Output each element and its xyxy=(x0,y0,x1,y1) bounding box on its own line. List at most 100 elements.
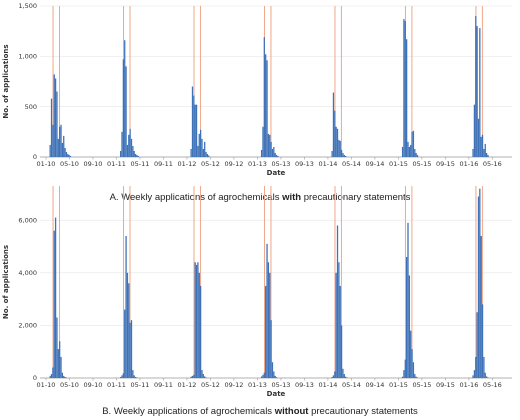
bar xyxy=(50,98,53,157)
panel-b-caption: B. Weekly applications of agrochemicals … xyxy=(102,406,418,417)
bar xyxy=(401,376,404,378)
bar xyxy=(197,145,199,157)
bar xyxy=(273,146,275,157)
x-tick-label: 01-16 xyxy=(459,160,478,168)
x-tick-label: 01-10 xyxy=(37,381,56,389)
x-tick-label: 01-13 xyxy=(248,381,267,389)
x-tick-label: 05-16 xyxy=(483,160,502,168)
bar xyxy=(136,377,138,378)
bar xyxy=(408,146,410,157)
bar xyxy=(52,367,54,378)
x-tick-label: 05-14 xyxy=(342,381,361,389)
bar xyxy=(481,304,484,378)
bar xyxy=(63,135,65,157)
bar xyxy=(260,149,263,157)
bar xyxy=(269,134,271,157)
bar xyxy=(190,376,192,378)
bar xyxy=(61,372,64,378)
x-tick-label: 05-12 xyxy=(201,160,220,168)
bar xyxy=(266,243,268,378)
bar xyxy=(267,262,270,378)
bar xyxy=(408,275,410,378)
bar xyxy=(475,356,477,378)
bar xyxy=(205,377,207,378)
x-tick-label: 01-12 xyxy=(178,381,197,389)
bar xyxy=(122,373,125,378)
bar xyxy=(69,155,72,157)
bar xyxy=(403,19,405,157)
bar xyxy=(410,144,412,157)
bar xyxy=(332,92,335,157)
bar xyxy=(202,374,204,378)
bar xyxy=(49,375,51,378)
x-tick-label: 01-16 xyxy=(459,381,478,389)
bar xyxy=(198,272,200,378)
x-tick-label: 05-16 xyxy=(483,381,502,389)
x-tick-label: 05-15 xyxy=(412,160,431,168)
bar xyxy=(137,155,139,157)
bar xyxy=(485,152,488,157)
bar xyxy=(412,362,415,378)
bar xyxy=(269,272,271,378)
bar xyxy=(194,104,196,157)
bar xyxy=(68,154,70,157)
x-tick-label: 05-11 xyxy=(131,381,150,389)
bar xyxy=(122,59,125,157)
bar xyxy=(198,133,200,157)
bar xyxy=(266,60,268,157)
bar xyxy=(260,376,263,378)
bar xyxy=(125,235,127,378)
bar xyxy=(128,134,130,157)
bar xyxy=(407,222,409,378)
y-tick-label: 1,500 xyxy=(18,2,37,10)
y-tick-label: 6,000 xyxy=(18,216,37,224)
bar xyxy=(136,154,138,157)
panel-a-caption: A. Weekly applications of agrochemicals … xyxy=(110,192,411,203)
bar xyxy=(54,217,57,378)
x-tick-label: 01-15 xyxy=(389,381,408,389)
bar xyxy=(191,375,194,378)
bar xyxy=(63,375,65,378)
bar xyxy=(60,124,62,157)
bar xyxy=(334,371,336,378)
bar xyxy=(415,376,417,378)
x-tick-label: 01-12 xyxy=(178,160,197,168)
bar xyxy=(475,16,477,157)
x-tick-label: 05-13 xyxy=(271,381,290,389)
x-tick-label: 01-15 xyxy=(389,160,408,168)
x-tick-label: 09-14 xyxy=(365,160,384,168)
y-tick-label: 1,000 xyxy=(18,53,37,61)
x-tick-label: 05-11 xyxy=(131,160,150,168)
y-tick-label: 4,000 xyxy=(18,269,37,277)
bar xyxy=(343,374,345,378)
bar xyxy=(126,144,129,157)
bar xyxy=(338,139,340,157)
bar xyxy=(59,126,61,157)
bar xyxy=(407,141,409,157)
bar xyxy=(404,359,406,378)
bar xyxy=(53,230,55,378)
x-tick-label: 09-10 xyxy=(84,381,103,389)
bar xyxy=(59,341,61,378)
bar xyxy=(262,126,264,157)
bar xyxy=(262,374,264,378)
bar xyxy=(134,153,137,157)
bar xyxy=(57,138,59,157)
bar xyxy=(265,54,267,157)
bar xyxy=(65,151,68,157)
bar xyxy=(476,312,478,378)
x-tick-label: 09-13 xyxy=(295,381,314,389)
bar xyxy=(345,376,347,378)
bar xyxy=(201,138,203,157)
bar xyxy=(472,148,474,157)
bar xyxy=(487,154,489,157)
bar xyxy=(64,147,66,157)
bar xyxy=(130,320,133,378)
bar xyxy=(275,377,278,378)
bar xyxy=(487,377,489,378)
bar xyxy=(130,138,133,157)
panel-b-chart: 0 2,000 4,000 6,000 01-10 05-10 09-10 01-11 05-1… xyxy=(2,186,512,398)
bar xyxy=(121,131,123,157)
